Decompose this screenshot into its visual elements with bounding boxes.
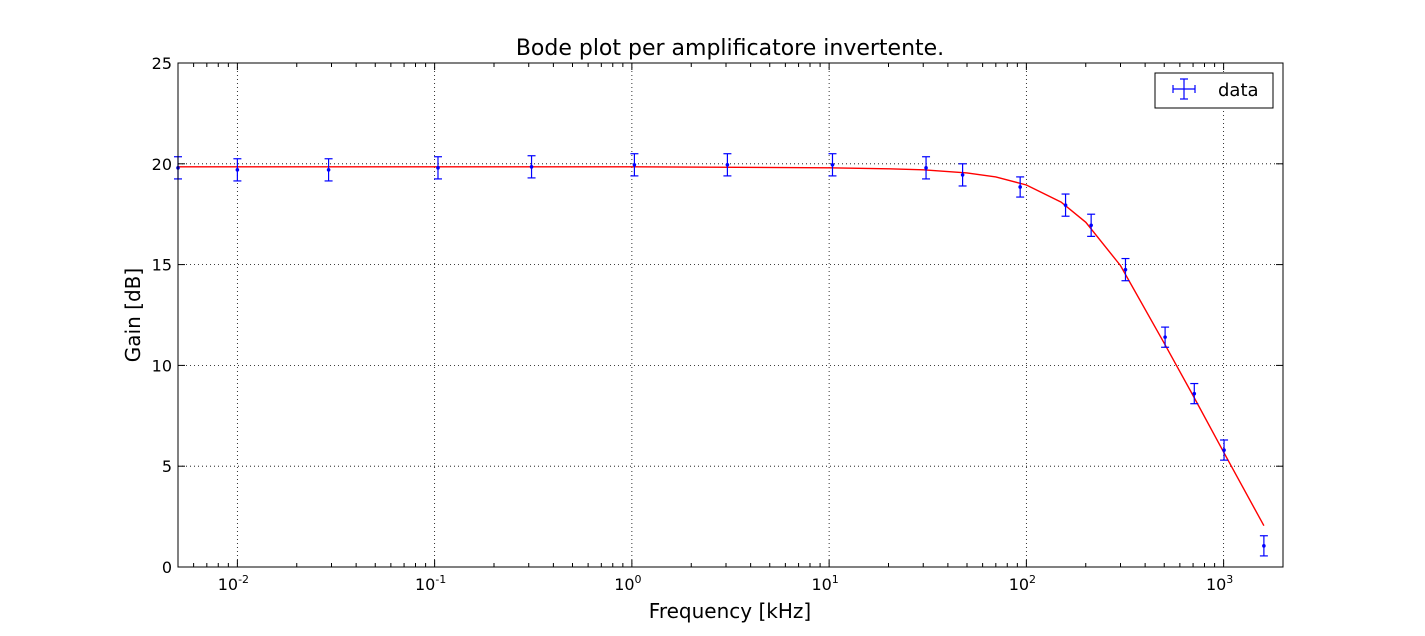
data-point: [233, 158, 242, 182]
data-point: [1220, 439, 1229, 461]
data-point: [828, 153, 837, 177]
data-point: [723, 153, 732, 177]
chart-title: Bode plot per amplificatore invertente.: [516, 36, 944, 61]
y-tick-label: 15: [152, 256, 172, 275]
data-point: [1190, 382, 1199, 405]
y-tick-label: 10: [152, 356, 172, 375]
x-tick-label-base: 10: [415, 575, 435, 594]
x-tick-label-exponent: 2: [1029, 573, 1036, 586]
plot-frame: [177, 62, 1284, 568]
data-marker: [632, 163, 637, 167]
x-tick-label-base: 10: [811, 575, 831, 594]
data-marker: [235, 168, 240, 172]
data-layer: [174, 153, 1268, 557]
data-marker: [960, 173, 965, 177]
x-tick-label: 103: [1206, 573, 1233, 594]
data-marker: [1063, 203, 1068, 207]
x-tick-label: 102: [1009, 573, 1036, 594]
x-tick-label: 10-1: [415, 573, 446, 594]
legend: data: [1154, 72, 1274, 109]
x-tick-label-exponent: 1: [832, 573, 839, 586]
data-point: [1061, 193, 1070, 217]
y-tick-label: 0: [162, 558, 172, 577]
data-marker: [924, 166, 928, 170]
data-marker: [1262, 544, 1266, 548]
fit-curve: [178, 166, 1265, 527]
y-axis-label: Gain [dB]: [121, 268, 145, 362]
data-marker: [529, 165, 534, 169]
data-marker: [1018, 185, 1022, 189]
data-marker: [436, 166, 440, 170]
y-tick-label: 5: [162, 457, 172, 476]
x-tick-label: 101: [811, 573, 838, 594]
x-tick-label: 100: [614, 573, 641, 594]
x-tick-label-exponent: -2: [238, 573, 249, 586]
x-tick-label-base: 10: [1206, 575, 1226, 594]
data-marker: [1222, 448, 1226, 452]
x-tick-label-base: 10: [1009, 575, 1029, 594]
x-axis-label: Frequency [kHz]: [649, 599, 811, 623]
legend-box: [1154, 72, 1274, 109]
x-tick-label-exponent: 0: [635, 573, 642, 586]
x-tick-label: 10-2: [218, 573, 249, 594]
grid: [178, 63, 1283, 567]
data-point: [527, 155, 536, 179]
data-marker: [1192, 391, 1197, 396]
data-marker: [1089, 223, 1093, 228]
data-point: [1087, 213, 1096, 237]
y-tick-label: 20: [152, 155, 172, 174]
data-point: [958, 163, 967, 187]
x-tick-label-exponent: 3: [1226, 573, 1233, 586]
data-point: [1016, 176, 1025, 198]
x-tick-label-base: 10: [218, 575, 238, 594]
data-point: [922, 156, 931, 180]
data-point: [1121, 257, 1130, 282]
data-marker: [725, 163, 730, 167]
data-marker: [1123, 267, 1128, 272]
data-point: [324, 158, 333, 182]
legend-label-data: data: [1218, 80, 1259, 101]
data-point: [1259, 535, 1268, 557]
y-tick-label: 25: [152, 54, 172, 73]
data-marker: [830, 163, 835, 167]
data-marker: [1163, 335, 1167, 339]
fit-layer: [178, 166, 1265, 527]
data-point: [630, 153, 639, 177]
data-point: [433, 156, 442, 180]
legend-errorbar-icon: [1172, 78, 1196, 100]
data-marker: [326, 168, 331, 172]
data-point: [1161, 326, 1170, 348]
x-tick-label-base: 10: [614, 575, 634, 594]
x-tick-label-exponent: -1: [435, 573, 446, 586]
